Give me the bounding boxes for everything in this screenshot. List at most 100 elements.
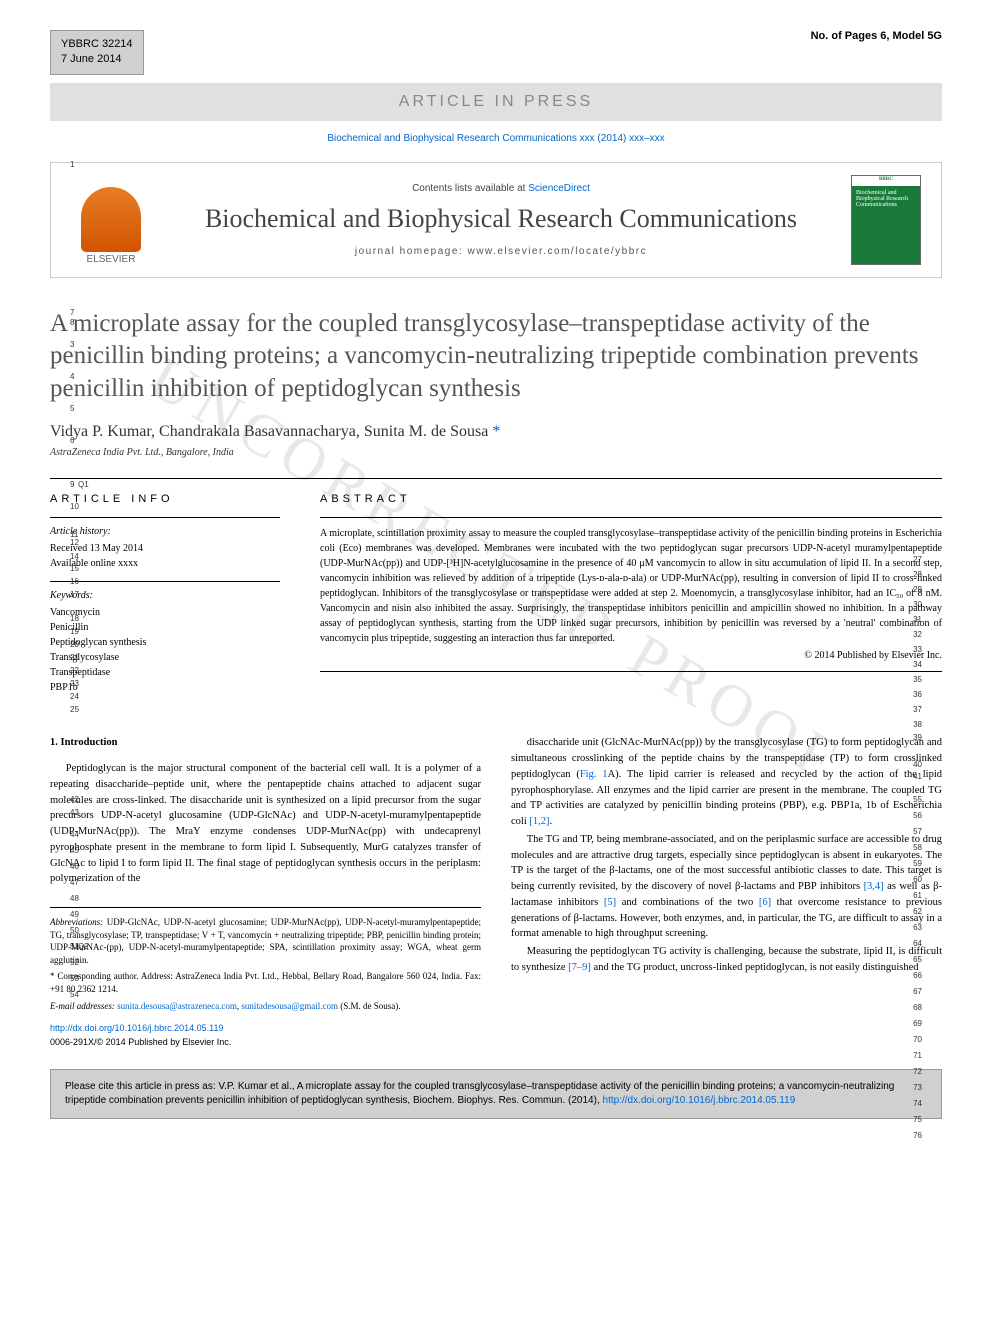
intro-p4: Measuring the peptidoglycan TG activity … — [511, 944, 942, 976]
line-number: 16 — [70, 577, 79, 586]
line-number: 69 — [913, 1019, 922, 1028]
keyword: Peptidoglycan synthesis — [50, 635, 280, 650]
line-number: 53 — [70, 974, 79, 983]
line-number: 20 — [70, 640, 79, 649]
line-number: 19 — [70, 627, 79, 636]
intro-p1: Peptidoglycan is the major structural co… — [50, 761, 481, 887]
keyword: Penicillin — [50, 620, 280, 635]
line-number: 12 — [70, 538, 79, 547]
article-info: ARTICLE INFO Article history: Received 1… — [50, 493, 280, 705]
cite-doi-link[interactable]: http://dx.doi.org/10.1016/j.bbrc.2014.05… — [603, 1095, 796, 1106]
line-number: 3 — [70, 340, 74, 349]
line-number: 4 — [70, 372, 74, 381]
history-label: Article history: — [50, 524, 280, 539]
line-number: 6 — [70, 436, 74, 445]
keyword: Transglycosylase — [50, 650, 280, 665]
citation-ref[interactable]: [3,4] — [864, 881, 884, 892]
line-number: 31 — [913, 615, 922, 624]
citation-ref[interactable]: [1,2] — [529, 816, 549, 827]
abstract-heading: ABSTRACT — [320, 493, 942, 505]
line-number: 57 — [913, 827, 922, 836]
line-number: 47 — [70, 878, 79, 887]
line-number: 37 — [913, 705, 922, 714]
affiliation: AstraZeneca India Pvt. Ltd., Bangalore, … — [50, 447, 942, 458]
line-number: 41 — [913, 772, 922, 781]
journal-banner: ELSEVIER Contents lists available at Sci… — [50, 162, 942, 278]
intro-heading: 1. Introduction — [50, 735, 481, 751]
article-title: A microplate assay for the coupled trans… — [50, 308, 942, 406]
line-number: 30 — [913, 600, 922, 609]
elsevier-text: ELSEVIER — [87, 254, 136, 265]
line-number: 17 — [70, 590, 79, 599]
line-number: 50 — [70, 926, 79, 935]
email-link[interactable]: sunitadesousa@gmail.com — [241, 1001, 338, 1011]
line-number: 18 — [70, 614, 79, 623]
line-number: 43 — [70, 808, 79, 817]
line-number: 49 — [70, 910, 79, 919]
line-number: 45 — [70, 846, 79, 855]
header-date: 7 June 2014 — [61, 52, 133, 67]
citation-ref[interactable]: [6] — [759, 897, 771, 908]
journal-cover-thumbnail: BBRC Biochemical and Biophysical Researc… — [851, 175, 921, 265]
issn-copyright: 0006-291X/© 2014 Published by Elsevier I… — [50, 1036, 481, 1050]
citation-ref[interactable]: [7–9] — [568, 962, 591, 973]
line-number: 42 — [70, 795, 79, 804]
line-number: 46 — [70, 862, 79, 871]
line-number: 28 — [913, 570, 922, 579]
line-number: 40 — [913, 760, 922, 769]
homepage-url[interactable]: www.elsevier.com/locate/ybbrc — [467, 246, 647, 257]
online-date: Available online xxxx — [50, 556, 280, 571]
journal-homepage: journal homepage: www.elsevier.com/locat… — [171, 246, 831, 257]
line-number: 1 — [70, 160, 74, 169]
line-number: 44 — [70, 830, 79, 839]
pages-model: No. of Pages 6, Model 5G — [811, 30, 942, 42]
running-header: YBBRC 32214 7 June 2014 No. of Pages 6, … — [50, 30, 942, 75]
corresponding-mark: * — [492, 423, 500, 440]
line-number: 48 — [70, 894, 79, 903]
line-number: 65 — [913, 955, 922, 964]
line-number: 75 — [913, 1115, 922, 1124]
line-number: 23 — [70, 679, 79, 688]
line-number: 73 — [913, 1083, 922, 1092]
line-number: 25 — [70, 705, 79, 714]
line-number: 32 — [913, 630, 922, 639]
footnotes: Abbreviations: UDP-GlcNAc, UDP-N-acetyl … — [50, 907, 481, 1012]
line-number: 72 — [913, 1067, 922, 1076]
line-number: 34 — [913, 660, 922, 669]
line-number: 54 — [70, 990, 79, 999]
line-number: 76 — [913, 1131, 922, 1140]
article-in-press-banner: ARTICLE IN PRESS — [50, 83, 942, 121]
query-marker: Q1 — [78, 480, 89, 489]
sciencedirect-link[interactable]: ScienceDirect — [528, 183, 590, 194]
abstract-body: A microplate, scintillation proximity as… — [320, 517, 942, 646]
line-number: 68 — [913, 1003, 922, 1012]
intro-p2: disaccharide unit (GlcNAc-MurNAc(pp)) by… — [511, 735, 942, 830]
abstract: ABSTRACT A microplate, scintillation pro… — [320, 493, 942, 705]
journal-name: Biochemical and Biophysical Research Com… — [171, 204, 831, 234]
line-number: 56 — [913, 811, 922, 820]
line-number: 27 — [913, 555, 922, 564]
email-link[interactable]: sunita.desousa@astrazeneca.com — [117, 1001, 237, 1011]
citation-ref[interactable]: [5] — [604, 897, 616, 908]
line-number: 29 — [913, 585, 922, 594]
journal-code: YBBRC 32214 — [61, 37, 133, 52]
doi-link[interactable]: http://dx.doi.org/10.1016/j.bbrc.2014.05… — [50, 1023, 223, 1033]
keyword: PBP1b — [50, 680, 280, 695]
please-cite-box: Please cite this article in press as: V.… — [50, 1069, 942, 1119]
line-number: 38 — [913, 720, 922, 729]
line-number: 52 — [70, 958, 79, 967]
line-number: 36 — [913, 690, 922, 699]
line-number: 21 — [70, 653, 79, 662]
line-number: 14 — [70, 552, 79, 561]
line-number: 71 — [913, 1051, 922, 1060]
query-marker: Q2 — [78, 942, 89, 951]
figure-ref[interactable]: Fig. 1 — [580, 769, 608, 780]
line-number: 74 — [913, 1099, 922, 1108]
line-number: 62 — [913, 907, 922, 916]
abstract-copyright: © 2014 Published by Elsevier Inc. — [320, 650, 942, 661]
line-number: 61 — [913, 891, 922, 900]
article-info-heading: ARTICLE INFO — [50, 493, 280, 505]
line-number: 22 — [70, 666, 79, 675]
line-number: 70 — [913, 1035, 922, 1044]
intro-p3: The TG and TP, being membrane-associated… — [511, 832, 942, 942]
